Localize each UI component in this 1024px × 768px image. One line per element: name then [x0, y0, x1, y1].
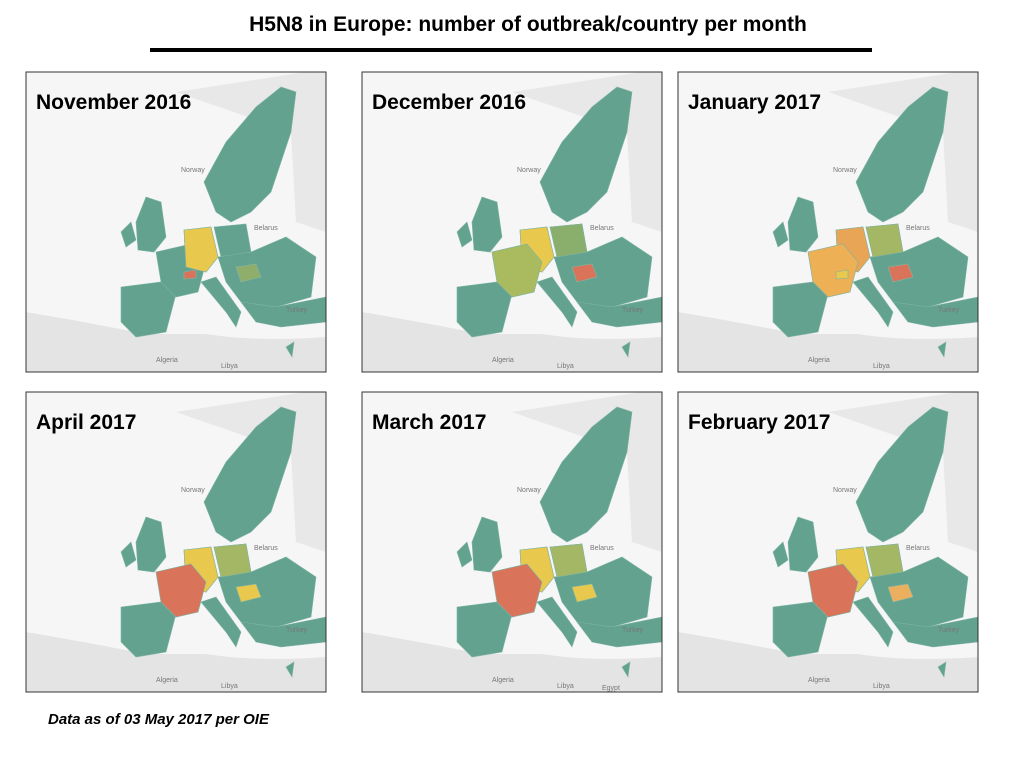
map-panel: Norway Belarus Turkey Algeria Libya Egypt Marc… — [361, 391, 663, 693]
country-highlight — [807, 563, 859, 618]
country-highlight — [887, 583, 914, 603]
panel-frame — [361, 71, 663, 373]
map-label: Turkey — [622, 307, 644, 314]
map-label: Norway — [181, 487, 205, 494]
map-label: Belarus — [906, 225, 930, 232]
map-label: Algeria — [156, 357, 178, 364]
base-map — [26, 72, 326, 372]
panel-title: January 2017 — [688, 91, 821, 114]
slide-title: H5N8 in Europe: number of outbreak/count… — [249, 13, 807, 36]
base-map — [678, 72, 978, 372]
map-panel: Norway Belarus Turkey Algeria Libya November … — [25, 71, 327, 373]
map-label: Algeria — [156, 677, 178, 684]
country-highlight — [155, 563, 207, 618]
map-label: Belarus — [590, 225, 614, 232]
country-highlight — [183, 269, 197, 280]
map-label: Libya — [873, 363, 890, 370]
country-highlight — [887, 263, 914, 283]
country-highlight — [491, 243, 543, 298]
map-label: Egypt — [602, 685, 620, 692]
panel-frame — [25, 391, 327, 693]
country-highlight — [807, 243, 859, 298]
panel-title: April 2017 — [36, 411, 136, 434]
country-highlight — [235, 583, 262, 603]
map-panel: Norway Belarus Turkey Algeria Libya December … — [361, 71, 663, 373]
map-label: Algeria — [492, 357, 514, 364]
panel-title: December 2016 — [372, 91, 526, 114]
map-label: Norway — [833, 167, 857, 174]
country-highlight — [865, 543, 904, 578]
country-highlight — [491, 563, 543, 618]
map-label: Algeria — [808, 677, 830, 684]
country-highlight — [571, 263, 598, 283]
map-panel: Norway Belarus Turkey Algeria Libya February … — [677, 391, 979, 693]
panel-frame — [361, 391, 663, 693]
country-highlight — [213, 543, 252, 578]
country-highlight — [183, 226, 219, 273]
panel-title: March 2017 — [372, 411, 486, 434]
map-label: Turkey — [286, 627, 308, 634]
country-highlight — [835, 269, 849, 280]
map-label: Turkey — [938, 627, 960, 634]
map-label: Turkey — [286, 307, 308, 314]
country-highlight — [865, 223, 904, 258]
map-label: Belarus — [254, 225, 278, 232]
country-highlight — [549, 223, 588, 258]
base-map — [362, 392, 662, 692]
map-label: Libya — [557, 683, 574, 690]
map-label: Belarus — [254, 545, 278, 552]
base-map — [26, 392, 326, 692]
map-panel: Norway Belarus Turkey Algeria Libya April 201… — [25, 391, 327, 693]
map-label: Turkey — [622, 627, 644, 634]
panel-frame — [677, 391, 979, 693]
map-label: Turkey — [938, 307, 960, 314]
map-label: Algeria — [808, 357, 830, 364]
map-label: Norway — [181, 167, 205, 174]
country-highlight — [235, 263, 262, 283]
map-label: Libya — [873, 683, 890, 690]
map-label: Libya — [557, 363, 574, 370]
map-label: Libya — [221, 363, 238, 370]
map-label: Norway — [833, 487, 857, 494]
footnote: Data as of 03 May 2017 per OIE — [48, 711, 270, 728]
map-label: Norway — [517, 487, 541, 494]
map-label: Algeria — [492, 677, 514, 684]
map-label: Libya — [221, 683, 238, 690]
map-panel: Norway Belarus Turkey Algeria Libya January 2… — [677, 71, 979, 373]
base-map — [678, 392, 978, 692]
panel-title: November 2016 — [36, 91, 191, 114]
country-highlight — [571, 583, 598, 603]
base-map — [362, 72, 662, 372]
map-label: Norway — [517, 167, 541, 174]
map-grid: Norway Belarus Turkey Algeria Libya November … — [25, 71, 979, 693]
panel-title: February 2017 — [688, 411, 830, 434]
map-label: Belarus — [906, 545, 930, 552]
map-label: Belarus — [590, 545, 614, 552]
panel-frame — [677, 71, 979, 373]
panel-frame — [25, 71, 327, 373]
country-highlight — [549, 543, 588, 578]
